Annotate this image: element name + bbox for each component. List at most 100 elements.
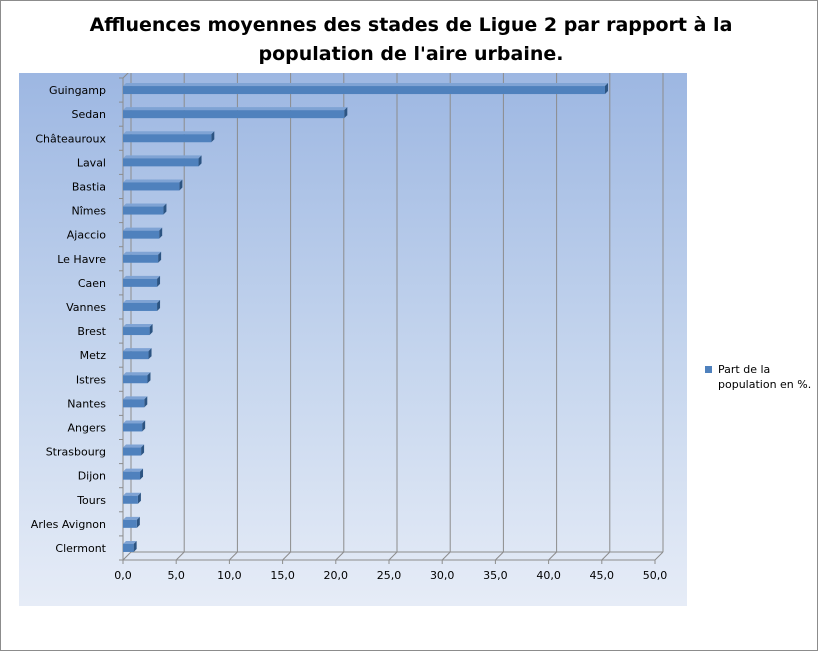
bar-top (123, 107, 348, 111)
bar (123, 134, 212, 143)
x-tick-label: 40,0 (536, 569, 561, 582)
category-label: Le Havre (57, 253, 106, 266)
bar (123, 471, 141, 480)
bar-end (159, 227, 163, 239)
bar-top (123, 348, 152, 352)
floor-gridline (175, 551, 185, 561)
x-tick-label: 5,0 (167, 569, 185, 582)
category-label: Clermont (55, 542, 106, 555)
category-label: Metz (80, 349, 107, 362)
bar-end (148, 348, 152, 360)
bar-end (211, 131, 215, 143)
bar-top (123, 396, 148, 400)
category-label: Sedan (72, 108, 106, 121)
plot-area: Guingamp Sedan Châteauroux Laval Bastia Nîmes… (19, 73, 687, 606)
x-tick-label: 30,0 (430, 569, 455, 582)
bar-top (123, 155, 202, 159)
bar-end (137, 492, 141, 504)
bar (123, 351, 149, 360)
floor-gridline (335, 551, 345, 561)
bar (123, 230, 160, 239)
bar (123, 519, 137, 528)
bar-top (123, 275, 161, 279)
bar (123, 254, 159, 263)
category-label: Nantes (67, 397, 106, 410)
category-label: Guingamp (49, 84, 106, 97)
floor-gridline (229, 551, 238, 561)
x-tick-label: 20,0 (324, 569, 349, 582)
bar (123, 447, 142, 456)
bar-top (123, 83, 608, 87)
floor-gridline (122, 551, 132, 561)
category-label: Dijon (78, 470, 106, 483)
bar (123, 423, 143, 432)
bar-top (123, 444, 145, 448)
floor-gridline (388, 551, 398, 561)
category-label: Bastia (72, 180, 106, 193)
bar-end (198, 155, 202, 167)
bar (123, 278, 158, 287)
category-label: Angers (68, 421, 107, 434)
bar-top (123, 251, 162, 255)
bar (123, 302, 158, 311)
bar-end (163, 203, 167, 215)
floor-gridline (654, 551, 664, 561)
bar (123, 158, 199, 167)
bar-end (157, 299, 161, 311)
bar-end (144, 396, 148, 408)
bar-end (158, 251, 162, 263)
bar-end (140, 468, 144, 480)
bar-end (141, 444, 145, 456)
bar (123, 86, 605, 95)
bar (123, 495, 138, 504)
bar-top (123, 372, 151, 376)
floor-gridline (282, 551, 291, 561)
bar-top (123, 516, 140, 520)
floor-gridline (601, 551, 611, 561)
bar (123, 327, 150, 336)
bar-end (344, 107, 348, 119)
bar-top (123, 203, 167, 207)
chart-title: Affluences moyennes des stades de Ligue … (89, 14, 733, 65)
bar (123, 543, 134, 552)
bar-top (123, 540, 137, 544)
bar-end (604, 83, 608, 95)
floor-gridline (548, 551, 557, 561)
x-tick-label: 35,0 (483, 569, 508, 582)
bar (123, 375, 148, 384)
floor-gridline (495, 551, 504, 561)
bar-end (142, 420, 146, 432)
x-tick-label: 0,0 (114, 569, 132, 582)
category-label: Laval (77, 156, 106, 169)
bar (123, 399, 145, 408)
category-label: Nîmes (72, 205, 107, 218)
category-label: Strasbourg (46, 446, 106, 459)
floor-gridline (441, 551, 451, 561)
x-tick-label: 45,0 (590, 569, 615, 582)
category-label: Brest (77, 325, 106, 338)
bar-top (123, 492, 141, 496)
bar-top (123, 131, 215, 135)
bar-top (123, 227, 163, 231)
bar-top (123, 324, 153, 328)
category-label: Istres (76, 373, 106, 386)
category-label: Vannes (66, 301, 106, 314)
x-tick-label: 25,0 (377, 569, 402, 582)
bar-top (123, 179, 183, 183)
bar-top (123, 420, 146, 424)
bar (123, 110, 345, 119)
side-wall-top-edge (122, 73, 129, 79)
category-label: Arles Avignon (31, 518, 106, 531)
bar (123, 182, 180, 191)
category-label: Tours (76, 494, 106, 507)
bar-end (149, 324, 153, 336)
bar (123, 206, 164, 215)
bar-top (123, 299, 161, 303)
bar-end (133, 540, 137, 552)
bar-end (147, 372, 151, 384)
category-label: Caen (78, 277, 106, 290)
category-label: Ajaccio (67, 229, 106, 242)
legend-label: Part de la population en %. (718, 363, 812, 391)
x-tick-label: 50,0 (643, 569, 668, 582)
